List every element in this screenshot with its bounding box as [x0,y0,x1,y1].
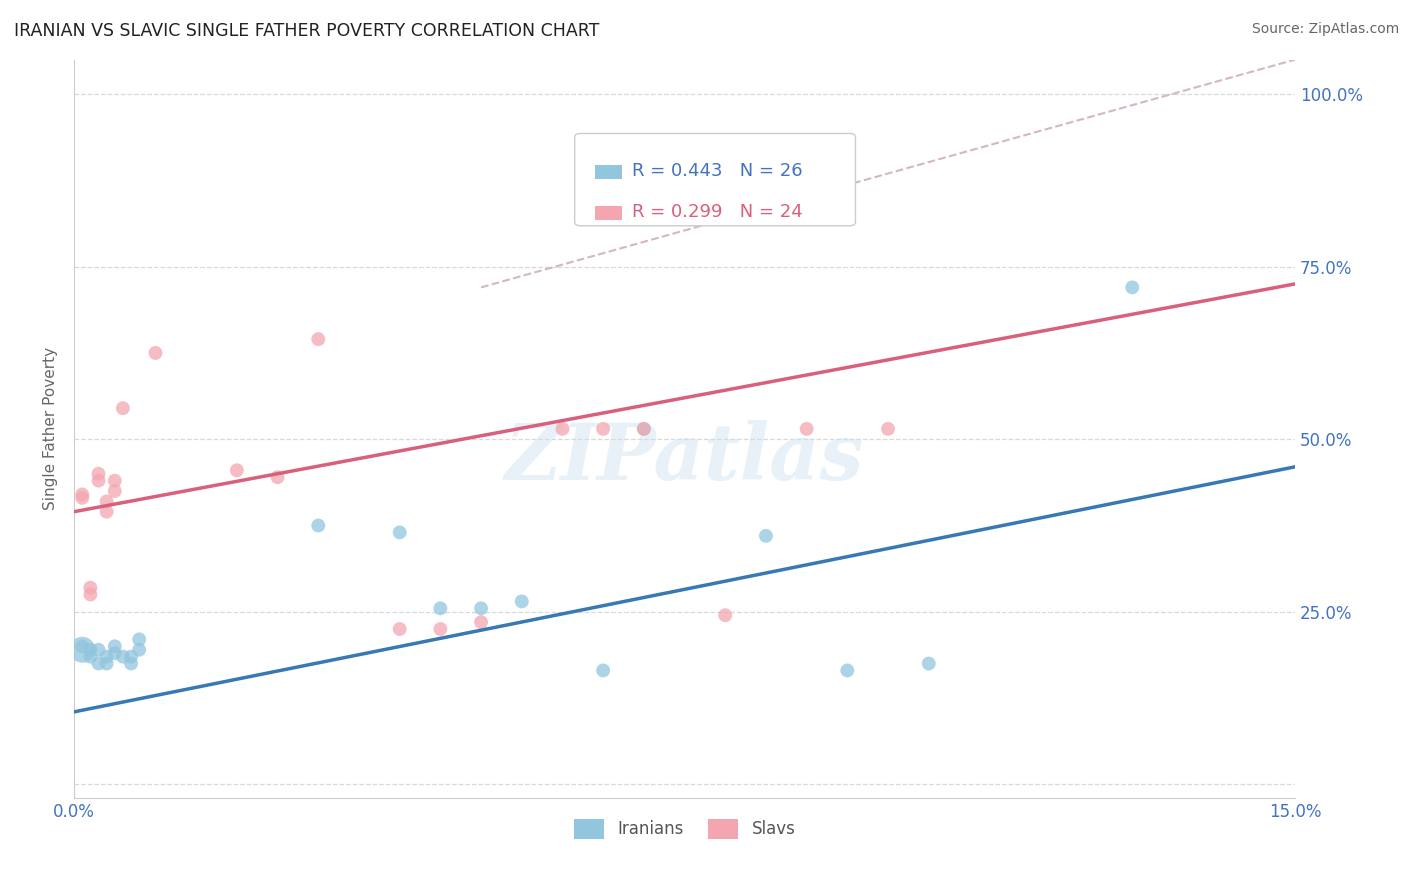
Point [70,642,93,657]
Text: IRANIAN VS SLAVIC SINGLE FATHER POVERTY CORRELATION CHART: IRANIAN VS SLAVIC SINGLE FATHER POVERTY … [14,22,599,40]
Point [796,422,818,436]
Point [429,622,451,636]
Y-axis label: Single Father Poverty: Single Father Poverty [44,347,58,510]
Point [111,649,134,664]
Point [87,657,110,671]
Point [79,642,101,657]
Point [96,505,118,519]
Point [592,664,614,678]
Point [120,649,142,664]
Point [79,649,101,664]
Legend: Iranians, Slavs: Iranians, Slavs [567,813,803,846]
Point [96,494,118,508]
Text: R = 0.443   N = 26: R = 0.443 N = 26 [633,162,803,180]
Point [429,601,451,615]
Point [388,525,411,540]
Point [79,581,101,595]
Point [87,467,110,481]
Point [1121,280,1143,294]
Text: Source: ZipAtlas.com: Source: ZipAtlas.com [1251,22,1399,37]
Point [388,622,411,636]
Point [510,594,533,608]
Point [111,401,134,416]
Point [470,601,492,615]
Point [877,422,900,436]
Point [104,474,127,488]
Point [104,646,127,660]
Point [87,474,110,488]
Point [307,332,329,346]
Point [755,529,778,543]
Point [307,518,329,533]
Point [96,657,118,671]
Point [120,657,142,671]
Text: R = 0.299   N = 24: R = 0.299 N = 24 [633,202,803,221]
Point [918,657,941,671]
Point [592,422,614,436]
Bar [595,206,623,220]
Point [145,346,167,360]
Text: ZIPatlas: ZIPatlas [505,420,865,497]
Point [70,640,93,654]
Bar [595,165,623,179]
FancyBboxPatch shape [575,134,855,226]
Point [128,642,150,657]
Point [633,422,655,436]
Point [633,422,655,436]
Point [470,615,492,629]
Point [87,642,110,657]
Point [225,463,247,477]
Point [266,470,288,484]
Point [837,664,859,678]
Point [70,487,93,501]
Point [104,483,127,498]
Point [104,640,127,654]
Point [70,491,93,505]
Point [96,649,118,664]
Point [79,588,101,602]
Point [128,632,150,647]
Point [714,608,737,623]
Point [551,422,574,436]
